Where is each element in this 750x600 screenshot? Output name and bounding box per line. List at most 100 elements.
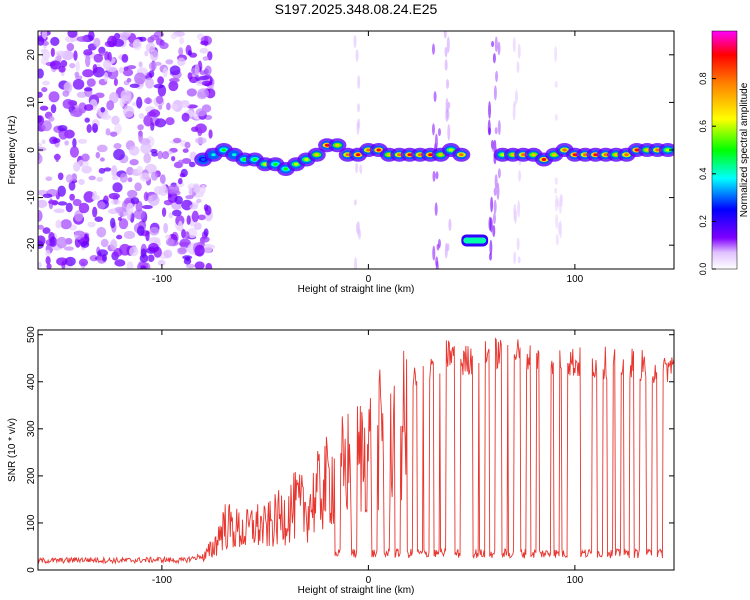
noise-blob <box>128 246 139 257</box>
ridge-peak <box>603 153 609 157</box>
noise-blob <box>170 33 178 40</box>
noise-blob <box>138 36 147 42</box>
streak-blob <box>489 217 493 233</box>
noise-blob <box>194 63 200 76</box>
colorbar-tick-label: 0.2 <box>698 215 708 228</box>
noise-blob <box>103 167 112 172</box>
noise-blob <box>112 175 119 181</box>
noise-blob <box>57 201 68 206</box>
streak-blob <box>554 177 558 186</box>
noise-blob <box>40 48 48 54</box>
streak-blob <box>493 85 497 101</box>
noise-blob <box>86 78 96 87</box>
ridge-peak <box>335 143 340 147</box>
streak-blob <box>557 221 561 235</box>
noise-blob <box>202 56 209 61</box>
spectrogram-ytick-label: 20 <box>26 49 37 61</box>
noise-blob <box>187 49 192 56</box>
noise-blob <box>81 165 92 174</box>
streak-blob <box>514 89 518 104</box>
noise-blob <box>70 110 83 117</box>
noise-blob <box>157 150 163 160</box>
streak-blob <box>554 46 558 63</box>
noise-blob <box>60 219 72 230</box>
snr-ytick-label: 400 <box>26 373 37 390</box>
ridge-peak <box>562 148 567 152</box>
noise-blob <box>165 59 174 65</box>
noise-blob <box>191 210 199 223</box>
noise-blob <box>50 47 55 57</box>
noise-blob <box>83 191 95 203</box>
noise-blob <box>65 202 73 213</box>
noise-blob <box>72 78 85 90</box>
noise-blob <box>198 75 210 81</box>
streak-blob <box>492 212 496 225</box>
noise-blob <box>49 236 57 248</box>
noise-blob <box>52 138 61 144</box>
noise-blob <box>143 115 153 127</box>
ridge-peak <box>324 143 330 147</box>
noise-blob <box>73 50 78 61</box>
ridge-peak <box>613 153 619 157</box>
noise-blob <box>114 123 122 135</box>
noise-blob <box>100 106 106 113</box>
noise-blob <box>147 254 155 263</box>
noise-blob <box>195 137 207 144</box>
noise-blob <box>75 60 80 73</box>
noise-blob <box>136 165 143 174</box>
streak-blob <box>437 128 441 137</box>
ridge-peak <box>500 153 505 157</box>
spectrogram-image <box>38 31 674 269</box>
noise-blob <box>185 195 194 200</box>
streak-blob <box>353 199 357 206</box>
spectrogram-xtick-label: 100 <box>567 274 584 285</box>
noise-blob <box>60 60 68 68</box>
streak-blob <box>435 256 439 267</box>
noise-blob <box>38 199 48 208</box>
streak-blob <box>434 133 438 150</box>
noise-blob <box>123 105 135 118</box>
noise-blob <box>103 71 109 82</box>
noise-blob <box>63 82 71 91</box>
noise-blob <box>157 76 164 85</box>
noise-blob <box>168 80 179 92</box>
ridge-peak <box>655 148 660 152</box>
noise-blob <box>119 243 131 256</box>
colorbar-gradient <box>711 30 738 270</box>
noise-blob <box>186 88 197 97</box>
noise-blob <box>96 226 107 238</box>
noise-blob <box>114 259 126 267</box>
noise-blob <box>162 67 168 78</box>
ridge-peak <box>366 148 371 152</box>
ridge-peak <box>355 153 361 157</box>
noise-blob <box>86 124 92 133</box>
noise-blob <box>45 256 51 265</box>
snr-panel: -100 0 100 0 100 200 300 400 500 Height of strai… <box>7 326 675 596</box>
streak-blob <box>490 196 494 213</box>
snr-ylabel: SNR (10 * v/v) <box>7 418 18 482</box>
noise-blob <box>38 210 43 222</box>
streak-blob <box>487 119 491 136</box>
streak-blob <box>494 174 498 189</box>
noise-blob <box>39 105 49 111</box>
noise-blob <box>149 34 160 41</box>
noise-blob <box>41 139 46 145</box>
streak-blob <box>554 187 558 194</box>
ridge-peak <box>521 153 526 157</box>
noise-blob <box>80 240 90 248</box>
noise-blob <box>98 46 106 55</box>
streak-blob <box>497 168 501 179</box>
figure-title: S197.2025.348.08.24.E25 <box>275 1 438 17</box>
streak-blob <box>493 199 497 214</box>
ridge-peak <box>262 162 268 166</box>
noise-blob <box>194 261 205 269</box>
noise-blob <box>193 222 202 230</box>
noise-blob <box>167 184 180 195</box>
noise-blob <box>161 151 170 160</box>
ridge-peak <box>273 162 278 166</box>
ridge-peak <box>665 148 671 152</box>
noise-blob <box>151 151 159 157</box>
noise-blob <box>74 210 84 222</box>
noise-blob <box>184 141 191 149</box>
snr-xtick-label: 0 <box>366 575 372 586</box>
